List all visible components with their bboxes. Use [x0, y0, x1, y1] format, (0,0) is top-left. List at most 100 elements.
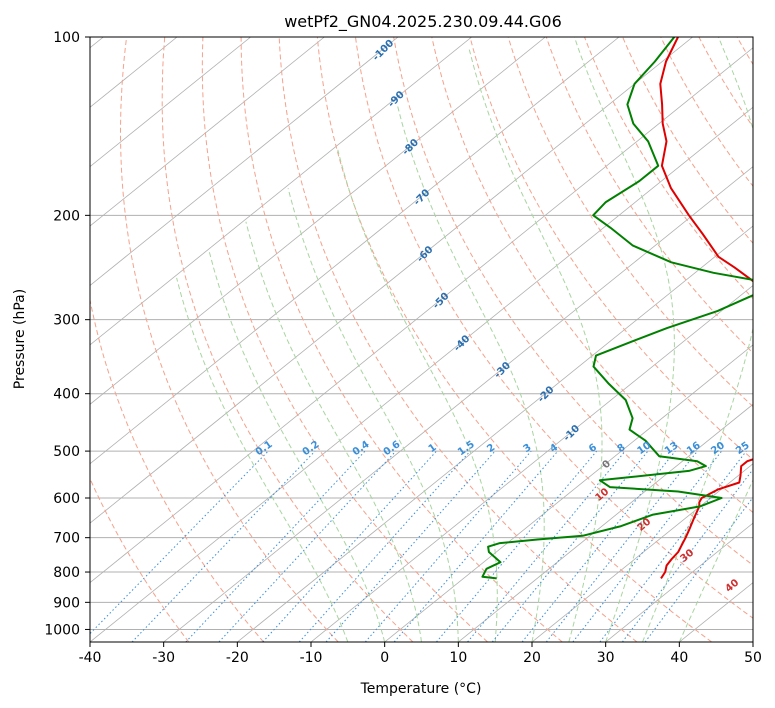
- mixing-ratio-label: 4: [548, 442, 560, 455]
- mixing-ratio-label: 8: [616, 442, 628, 455]
- mixing-ratio-label: 13: [663, 440, 681, 457]
- mixing-ratio-label: 20: [709, 440, 727, 457]
- dry-adiabat-line: [545, 37, 753, 354]
- moist-adiabat-line: [176, 277, 349, 642]
- isotherm-line: [752, 641, 753, 642]
- isotherm-line: [163, 166, 753, 642]
- mixing-ratio-line: [325, 450, 496, 642]
- isotherm-line: [310, 284, 753, 642]
- y-tick-label: 900: [53, 595, 80, 611]
- y-tick-label: 200: [53, 208, 80, 224]
- isotherm-label: -30: [492, 360, 513, 381]
- y-tick-label: 700: [53, 531, 80, 547]
- isotherm-line: [90, 37, 325, 227]
- x-tick-label: 40: [670, 650, 688, 666]
- dry-adiabat-line: [161, 37, 414, 642]
- isotherm-label: -70: [412, 187, 433, 208]
- dry-adiabat-line: [507, 37, 753, 408]
- mixing-ratio-line: [262, 450, 437, 642]
- isotherm-label: -80: [400, 137, 421, 158]
- mixing-ratio-line: [599, 450, 747, 642]
- dry-adiabat-line: [660, 37, 753, 187]
- temperature-profile-line: [659, 37, 753, 579]
- y-tick-label: 300: [53, 313, 80, 329]
- moist-adiabat-line: [642, 37, 753, 642]
- dewpoint-profile-line: [481, 37, 753, 580]
- dry-adiabat-line: [90, 297, 264, 642]
- mixing-ratio-line: [218, 450, 397, 642]
- y-tick-label: 500: [53, 444, 80, 460]
- mixing-ratio-label: 16: [685, 440, 703, 457]
- x-tick-label: -30: [152, 650, 175, 666]
- mixing-ratio-label: 1.5: [456, 439, 477, 458]
- isotherm-label: -50: [431, 291, 452, 312]
- isotherm-line: [90, 37, 251, 168]
- mixing-ratio-label: 1: [427, 442, 439, 455]
- mixing-ratio-line: [644, 496, 753, 642]
- adiabat-label: 40: [724, 577, 742, 594]
- moist-adiabat-line: [337, 149, 498, 642]
- dry-adiabat-line: [698, 37, 753, 128]
- moist-adiabat-line: [208, 251, 386, 642]
- x-tick-label: 20: [523, 650, 541, 666]
- x-tick-label: 0: [380, 650, 389, 666]
- dry-adiabat-line: [393, 37, 753, 566]
- dry-adiabat-line: [90, 477, 190, 642]
- x-tick-label: 30: [597, 650, 615, 666]
- moist-adiabat-line: [287, 188, 459, 642]
- isotherm-line: [605, 522, 753, 642]
- mixing-ratio-line: [572, 450, 722, 642]
- dry-adiabat-line: [316, 37, 712, 642]
- mixing-ratio-line: [545, 450, 698, 642]
- mixing-ratio-label: 0.6: [382, 439, 403, 458]
- y-tick-label: 1000: [44, 622, 80, 638]
- isotherm-line: [531, 463, 753, 642]
- y-tick-label: 400: [53, 387, 80, 403]
- mixing-ratio-label: 3: [521, 442, 533, 455]
- isotherm-line: [90, 37, 693, 524]
- plot-grid-lines: [90, 37, 753, 642]
- mixing-ratio-line: [90, 450, 269, 635]
- dry-adiabat-line: [355, 37, 753, 619]
- mixing-ratio-line: [131, 450, 316, 642]
- dry-adiabat-line: [120, 37, 339, 642]
- chart-title: wetPf2_GN04.2025.230.09.44.G06: [284, 12, 562, 32]
- mixing-ratio-line: [364, 450, 532, 642]
- y-axis-label: Pressure (hPa): [12, 289, 28, 389]
- moist-adiabat-line: [396, 104, 545, 642]
- isotherm-line: [90, 37, 399, 286]
- axes: -40 -30 -20 -10 0 10 20 30 40 5010020030040050060…: [44, 30, 762, 666]
- isotherm-label: -90: [386, 89, 407, 110]
- mixing-ratio-label: 2: [485, 442, 497, 455]
- plot-frame: [89, 36, 754, 643]
- isotherm-line: [90, 37, 546, 405]
- isotherm-line: [90, 106, 753, 642]
- isotherm-label: -40: [452, 333, 473, 354]
- isotherm-line: [90, 47, 753, 584]
- mixing-ratio-line: [521, 450, 676, 642]
- mixing-ratio-line: [621, 468, 753, 642]
- y-tick-label: 800: [53, 565, 80, 581]
- isotherm-label: -10: [562, 423, 583, 444]
- moist-adiabat-line: [573, 37, 675, 642]
- mixing-ratio-line: [185, 450, 366, 642]
- isotherm-label: -20: [536, 384, 557, 405]
- mixing-ratio-label: 10: [635, 440, 653, 457]
- mixing-ratio-line: [436, 450, 598, 642]
- dry-adiabat-line: [469, 37, 753, 461]
- mixing-ratio-label: 6: [587, 442, 599, 455]
- y-tick-label: 100: [53, 30, 80, 46]
- isotherm-line: [90, 37, 620, 465]
- dry-adiabat-line: [736, 37, 753, 66]
- dry-adiabat-line: [240, 37, 563, 642]
- isotherm-line: [90, 37, 472, 346]
- mixing-ratio-line: [393, 450, 559, 642]
- x-tick-label: 50: [744, 650, 762, 666]
- x-tick-label: -10: [300, 650, 323, 666]
- mixing-ratio-line: [467, 450, 626, 642]
- adiabat-label: 10: [594, 486, 612, 503]
- mixing-ratio-label: 0.1: [254, 439, 275, 458]
- y-tick-label: 600: [53, 491, 80, 507]
- x-tick-label: -40: [79, 650, 102, 666]
